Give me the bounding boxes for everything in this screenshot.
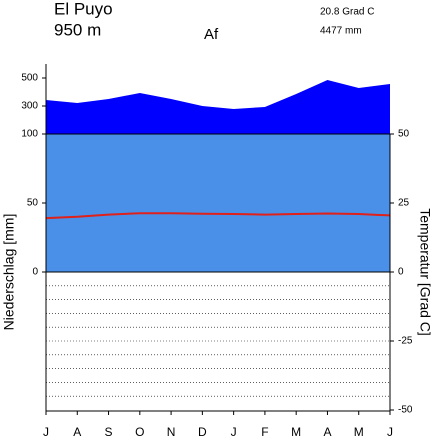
perhumid-area xyxy=(46,79,390,134)
humid-area xyxy=(46,134,390,272)
x-tick-label: M xyxy=(291,425,301,439)
x-tick-label: S xyxy=(105,425,113,439)
x-tick-label: J xyxy=(387,425,393,439)
chart-title: El Puyo xyxy=(54,0,113,18)
y2-tick-label: -50 xyxy=(398,405,413,416)
chart-subtitle: 950 m xyxy=(54,20,101,39)
y2-tick-label: 0 xyxy=(398,267,404,278)
x-tick-label: F xyxy=(261,425,268,439)
climate-class: Af xyxy=(204,26,219,43)
x-tick-label: N xyxy=(167,425,176,439)
x-tick-label: O xyxy=(135,425,144,439)
y-tick-label: 50 xyxy=(27,198,39,209)
annual-precipitation: 4477 mm xyxy=(320,26,362,37)
y2-axis-label: Temperatur [Grad C] xyxy=(417,208,433,336)
y2-tick-label: 50 xyxy=(398,129,410,140)
x-tick-label: M xyxy=(354,425,364,439)
x-tick-label: A xyxy=(73,425,81,439)
x-tick-label: D xyxy=(198,425,207,439)
y-tick-label: 500 xyxy=(21,73,38,84)
y-tick-label: 100 xyxy=(21,129,38,140)
y2-tick-label: 25 xyxy=(398,198,410,209)
x-tick-label: J xyxy=(231,425,237,439)
y-tick-label: 300 xyxy=(21,101,38,112)
y-axis-label: Niederschlag [mm] xyxy=(1,214,17,331)
x-tick-label: A xyxy=(323,425,331,439)
x-tick-label: J xyxy=(43,425,49,439)
mean-temperature: 20.8 Grad C xyxy=(320,7,374,18)
y2-tick-label: -25 xyxy=(398,336,413,347)
y-tick-label: 0 xyxy=(32,267,38,278)
temperature-line xyxy=(45,212,391,220)
